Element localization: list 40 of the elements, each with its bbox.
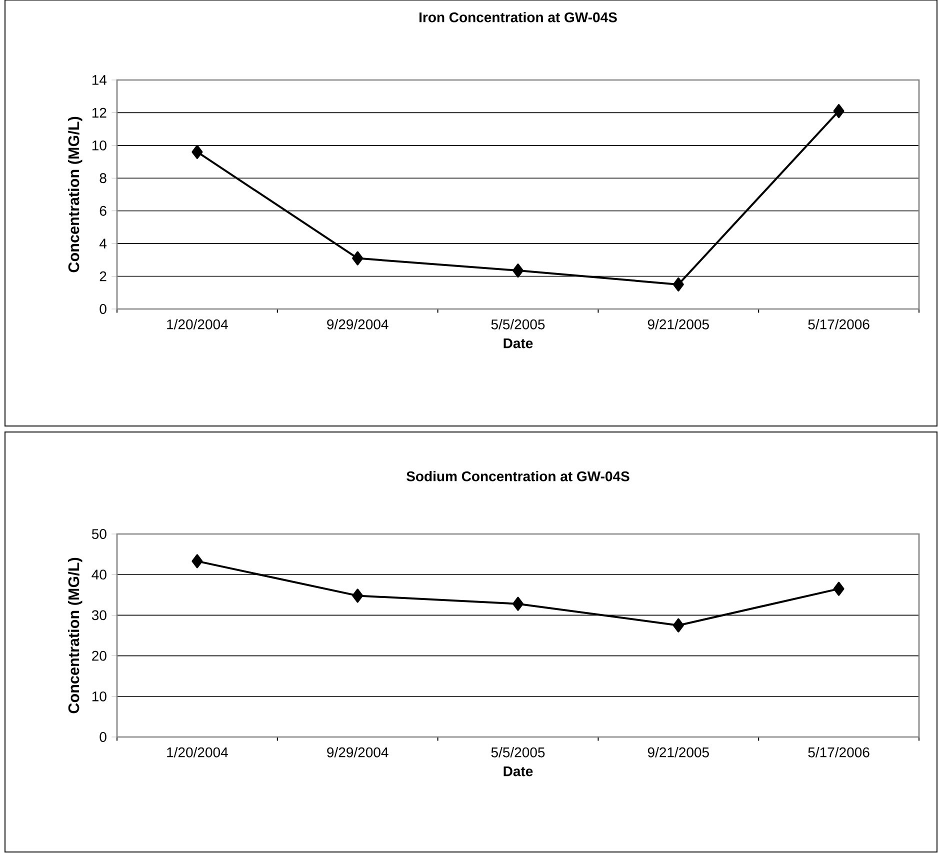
point xyxy=(833,582,844,596)
point xyxy=(512,264,524,278)
chart-title: Iron Concentration at GW-04S xyxy=(420,12,617,22)
x-tick-label: 5/5/2005 xyxy=(491,747,545,758)
y-tick-label: 14 xyxy=(92,75,107,85)
y-tick-label: 30 xyxy=(92,610,106,620)
y-tick-label: 10 xyxy=(92,140,106,150)
y-tick-label: 0 xyxy=(100,732,106,742)
y-axis-title: Concentration (MG/L) xyxy=(68,558,82,714)
y-tick-label: 10 xyxy=(92,691,106,702)
point xyxy=(512,596,524,611)
point xyxy=(672,277,684,292)
x-tick-label: 9/21/2005 xyxy=(648,319,709,330)
y-tick-label: 40 xyxy=(92,570,106,580)
point xyxy=(192,144,203,159)
y-axis-title: Concentration (MG/L) xyxy=(68,116,82,272)
point xyxy=(192,554,203,568)
x-tick-label: 9/29/2004 xyxy=(327,319,388,330)
y-tick-label: 20 xyxy=(92,650,106,661)
chart-title: Sodium Concentration at GW-04S xyxy=(406,471,630,482)
x-tick-label: 5/17/2006 xyxy=(808,747,870,758)
y-tick-label: 8 xyxy=(100,173,106,184)
y-tick-label: 2 xyxy=(100,271,106,282)
x-tick-label: 5/17/2006 xyxy=(808,319,870,330)
x-tick-label: 9/29/2004 xyxy=(327,747,388,758)
point xyxy=(352,251,364,266)
y-tick-label: 50 xyxy=(92,529,106,539)
point xyxy=(833,104,844,118)
x-tick-label: 1/20/2004 xyxy=(167,319,228,330)
x-tick-label: 1/20/2004 xyxy=(167,747,228,758)
point xyxy=(672,618,684,632)
x-tick-label: 9/21/2005 xyxy=(648,747,709,758)
y-tick-label: 4 xyxy=(99,238,107,248)
y-tick-label: 0 xyxy=(100,304,106,314)
x-axis-title: Date xyxy=(504,338,533,348)
x-axis-title: Date xyxy=(504,766,533,776)
y-tick-label: 12 xyxy=(92,108,106,118)
point xyxy=(352,588,364,603)
y-tick-label: 6 xyxy=(100,206,106,216)
x-tick-label: 5/5/2005 xyxy=(491,319,545,330)
